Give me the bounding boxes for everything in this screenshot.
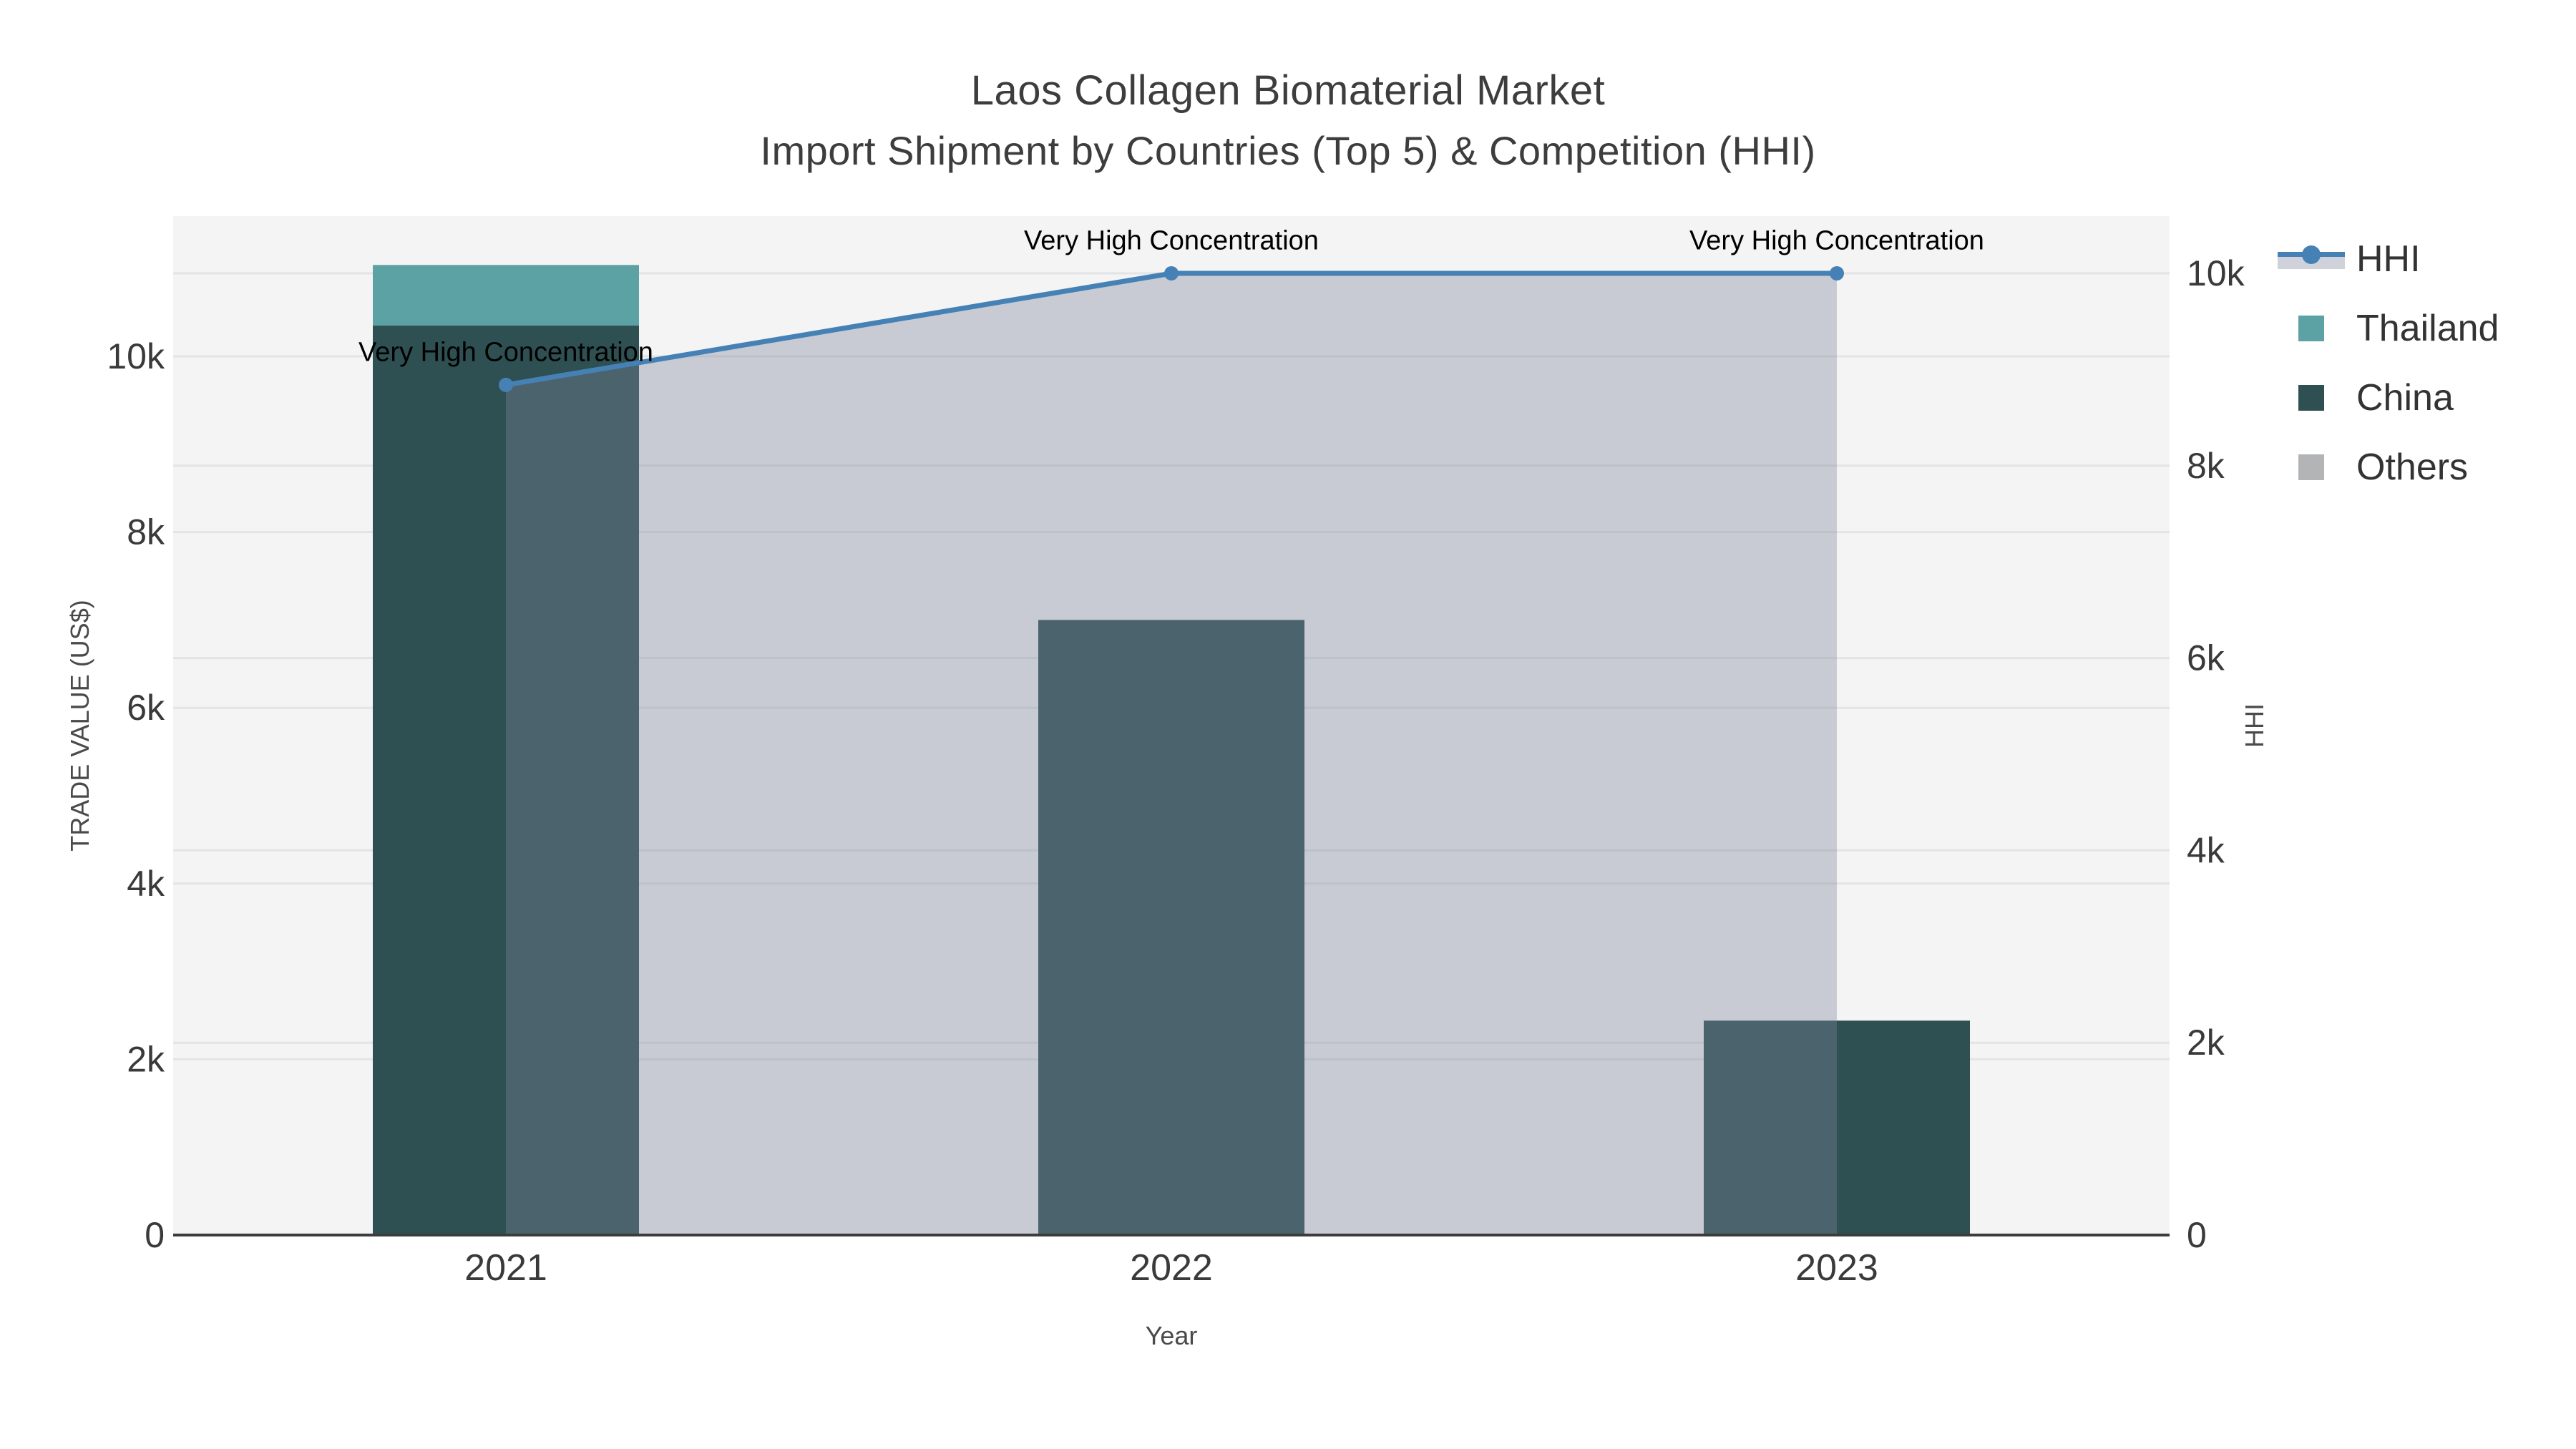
legend: HHI Thailand China Others — [2278, 224, 2499, 502]
legend-label-hhi: HHI — [2356, 238, 2421, 280]
others-legend-icon — [2278, 454, 2345, 480]
left-axis-title: TRADE VALUE (US$) — [65, 600, 94, 852]
right-axis-tick-4k: 4k — [2187, 830, 2225, 870]
annotation-2021: Very High Concentration — [358, 337, 653, 368]
bar-china-2021 — [373, 326, 639, 1235]
legend-label-thailand: Thailand — [2356, 307, 2499, 349]
right-axis-title: HHI — [2240, 703, 2269, 748]
x-axis-tick-2022: 2022 — [1130, 1247, 1213, 1289]
left-axis-tick-4k: 4k — [127, 864, 165, 904]
annotation-2022: Very High Concentration — [1024, 225, 1319, 256]
line-with-area-icon — [2278, 245, 2345, 273]
left-axis-tick-0: 0 — [145, 1215, 165, 1255]
right-axis-tick-0: 0 — [2187, 1215, 2207, 1255]
left-axis-tick-10k: 10k — [107, 336, 165, 376]
thailand-legend-icon — [2278, 315, 2345, 341]
right-axis-tick-8k: 8k — [2187, 446, 2225, 486]
chart-title: Laos Collagen Biomaterial Market — [970, 67, 1606, 114]
hhi-legend-icon — [2278, 245, 2345, 273]
chart-subtitle: Import Shipment by Countries (Top 5) & C… — [760, 128, 1816, 173]
left-axis-tick-8k: 8k — [127, 512, 165, 552]
x-axis-tick-2021: 2021 — [464, 1247, 547, 1289]
china-legend-icon — [2278, 384, 2345, 411]
marker-dot-icon — [2302, 245, 2321, 264]
right-axis-tick-6k: 6k — [2187, 638, 2225, 678]
bar-thailand-2021 — [373, 265, 639, 326]
left-axis-tick-6k: 6k — [127, 688, 165, 728]
x-axis-tick-2023: 2023 — [1795, 1247, 1878, 1289]
legend-label-others: Others — [2356, 446, 2469, 488]
left-axis-tick-2k: 2k — [127, 1039, 165, 1079]
hhi-marker-2022 — [1164, 266, 1179, 280]
china-color-swatch — [2298, 384, 2324, 411]
bar-china-2023 — [1704, 1020, 1970, 1235]
hhi-marker-2023 — [1830, 266, 1844, 280]
legend-item-others: Others — [2278, 432, 2499, 502]
others-color-swatch — [2298, 454, 2324, 480]
annotation-2023: Very High Concentration — [1689, 225, 1984, 256]
thailand-color-swatch — [2298, 315, 2324, 341]
right-axis-tick-10k: 10k — [2187, 253, 2245, 293]
legend-label-china: China — [2356, 376, 2454, 419]
hhi-marker-2021 — [499, 377, 513, 392]
hhi-area-fill — [506, 273, 1837, 1235]
x-axis-title: Year — [1145, 1321, 1198, 1350]
legend-item-thailand: Thailand — [2278, 293, 2499, 363]
bar-china-2022 — [1038, 620, 1304, 1235]
right-axis-tick-2k: 2k — [2187, 1023, 2225, 1063]
legend-item-hhi: HHI — [2278, 224, 2499, 293]
legend-item-china: China — [2278, 363, 2499, 432]
